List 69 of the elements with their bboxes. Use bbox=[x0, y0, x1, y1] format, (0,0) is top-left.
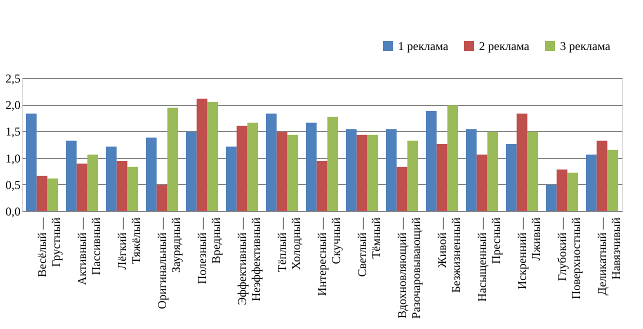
bar bbox=[266, 114, 277, 211]
bar bbox=[247, 122, 258, 211]
bar bbox=[567, 172, 578, 211]
bar bbox=[196, 98, 208, 211]
bar bbox=[556, 170, 568, 211]
bar bbox=[87, 154, 98, 211]
y-tick-label: 0,5 bbox=[6, 178, 20, 192]
x-tick-label: Вдохновляющий — Разочаровывающий bbox=[395, 216, 423, 319]
x-tick-label: Насыщенный — Пресный bbox=[475, 216, 503, 302]
bar bbox=[407, 140, 418, 211]
legend-label: 2 реклама bbox=[479, 39, 530, 53]
x-tick-label: Искренний — Лживый bbox=[515, 216, 543, 290]
bar bbox=[207, 102, 218, 211]
bar bbox=[276, 132, 288, 211]
x-tick-label: Активный — Пассивный bbox=[75, 216, 103, 286]
bar bbox=[76, 164, 88, 211]
bar bbox=[146, 138, 157, 211]
x-tick-label: Живой — Безжизненный bbox=[435, 216, 463, 293]
x-tick-label: Тёплый — Холодный bbox=[275, 216, 303, 272]
bar bbox=[586, 154, 597, 211]
y-tick-label: 2,0 bbox=[6, 98, 20, 112]
bar bbox=[156, 184, 168, 211]
legend-label: 1 реклама bbox=[398, 39, 449, 53]
bar bbox=[546, 184, 557, 211]
bar bbox=[516, 114, 528, 211]
bar bbox=[607, 150, 618, 211]
bar bbox=[527, 132, 538, 211]
bar bbox=[287, 134, 298, 211]
x-tick-label: Эффективный — Неэффективный bbox=[235, 216, 263, 306]
x-tick-label: Интересный — Скучный bbox=[315, 216, 343, 296]
bar bbox=[487, 132, 498, 211]
bar bbox=[26, 114, 37, 211]
y-tick-label: 2,5 bbox=[6, 72, 20, 86]
bar bbox=[36, 176, 48, 211]
x-tick-label: Лёгкий — Тяжёлый bbox=[115, 216, 143, 270]
y-tick-label: 1,5 bbox=[6, 124, 20, 139]
x-tick-label: Глубокий — Поверхностный bbox=[555, 216, 583, 300]
legend-label: 3 реклама bbox=[560, 39, 611, 53]
bar bbox=[596, 140, 608, 211]
bar bbox=[346, 129, 357, 211]
x-tick-label: Оригинальный — Заурядный bbox=[155, 216, 183, 310]
bar bbox=[396, 166, 408, 211]
x-tick-label: Светлый — Тёмный bbox=[355, 216, 383, 277]
x-tick-label: Деликатный — Навязчивый bbox=[595, 216, 623, 296]
bar bbox=[367, 134, 378, 211]
bar bbox=[466, 129, 477, 211]
bar bbox=[356, 134, 368, 211]
bar bbox=[426, 110, 437, 211]
y-tick-label: 0,0 bbox=[6, 204, 20, 218]
bar bbox=[116, 160, 128, 211]
bar bbox=[316, 160, 328, 211]
bar bbox=[106, 146, 117, 211]
bar bbox=[186, 132, 197, 211]
bar bbox=[226, 146, 237, 211]
bar bbox=[236, 126, 248, 211]
bar bbox=[386, 129, 397, 211]
bar bbox=[47, 178, 58, 211]
x-tick-label: Весёлый — Грустный bbox=[35, 216, 63, 278]
bar bbox=[66, 140, 77, 211]
bar bbox=[127, 166, 138, 211]
bar bbox=[327, 116, 338, 211]
x-tick-label: Полезный — Вредный bbox=[195, 216, 223, 284]
bar bbox=[306, 122, 317, 211]
bar bbox=[447, 105, 458, 211]
bar bbox=[436, 144, 448, 211]
bar bbox=[167, 108, 178, 211]
bar bbox=[506, 144, 517, 211]
bar bbox=[476, 154, 488, 211]
y-tick-label: 1,0 bbox=[6, 151, 20, 166]
